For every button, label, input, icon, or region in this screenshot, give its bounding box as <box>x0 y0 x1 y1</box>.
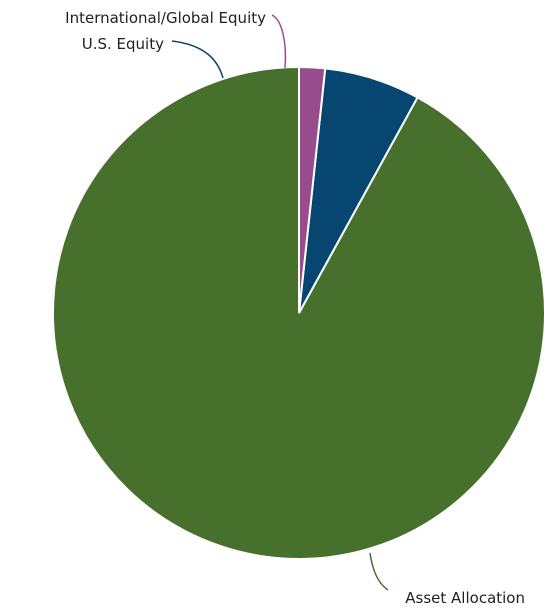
labels-layer: Asset Allocation U.S. Equity International… <box>65 9 525 607</box>
slice-label-international-global-equity: International/Global Equity <box>65 9 266 27</box>
leader-lines-layer <box>171 14 389 591</box>
pie-slice-international-global-equity[interactable] <box>298 65 327 314</box>
leader-line-u-s-equity <box>171 40 224 79</box>
slice-label-asset-allocation: Asset Allocation <box>405 589 525 607</box>
slices-layer <box>52 65 546 560</box>
leader-line-asset-allocation <box>369 552 389 591</box>
slice-label-u-s-equity: U.S. Equity <box>82 35 164 53</box>
leader-line-international-global-equity <box>271 14 287 69</box>
